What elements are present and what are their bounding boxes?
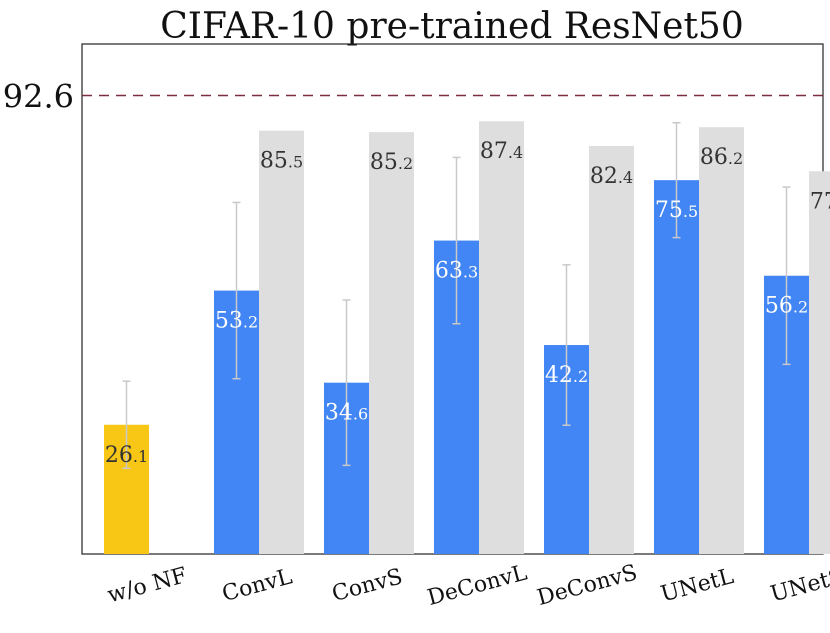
- bar-label-series1-4: 42.2: [545, 363, 588, 388]
- x-tick-labels: w/o NF ConvL ConvS DeConvL DeConvS UNetL UNetS: [105, 560, 830, 611]
- x-tick-label-0: w/o NF: [105, 563, 190, 608]
- x-tick-label-5: UNetL: [658, 564, 737, 607]
- bar-label-series2-6: 77.3: [810, 189, 830, 214]
- error-bar-0: [122, 380, 131, 470]
- error-bar-2: [342, 299, 351, 467]
- error-bar-1: [232, 201, 241, 380]
- error-bar-4: [562, 264, 571, 427]
- x-tick-label-6: UNetS: [768, 564, 830, 607]
- bar-series2-3: [479, 121, 524, 554]
- bar-label-series1-2: 34.6: [325, 401, 368, 426]
- bar-label-series1-6: 56.2: [765, 294, 808, 319]
- x-tick-label-3: DeConvL: [425, 560, 530, 611]
- bar-label-series1-1: 53.2: [215, 309, 258, 334]
- bar-series2-6: [809, 171, 830, 554]
- bar-label-series2-5: 86.2: [700, 145, 743, 170]
- bar-series2-4: [589, 146, 634, 554]
- chart-title: CIFAR-10 pre-trained ResNet50: [160, 6, 743, 47]
- x-tick-label-2: ConvS: [329, 564, 405, 607]
- x-tick-label-4: DeConvS: [535, 560, 640, 611]
- bars-layer: 26.1 85.5 53.2 85.2 34.6 87.4 63.3 82.4 42.2 86.2…: [104, 121, 830, 555]
- bar-label-series2-4: 82.4: [590, 164, 633, 189]
- bar-label-series1-3: 63.3: [435, 259, 478, 284]
- reference-line-label: 92.6: [3, 77, 74, 115]
- bar-series2-5: [699, 127, 744, 555]
- reference-layer: 92.6: [3, 77, 823, 115]
- bar-label-series1-0: 26.1: [105, 443, 148, 468]
- error-bar-3: [452, 156, 461, 325]
- bar-series2-1: [259, 130, 304, 554]
- error-bar-6: [782, 186, 791, 366]
- bar-series1-5: [654, 180, 699, 555]
- bar-label-series2-3: 87.4: [480, 139, 523, 164]
- bar-label-series2-1: 85.5: [260, 149, 303, 174]
- bar-label-series2-2: 85.2: [370, 150, 413, 175]
- x-tick-label-1: ConvL: [220, 564, 296, 607]
- error-bar-5: [672, 121, 681, 239]
- bar-label-series1-5: 75.5: [655, 198, 698, 223]
- bar-series2-2: [369, 132, 414, 554]
